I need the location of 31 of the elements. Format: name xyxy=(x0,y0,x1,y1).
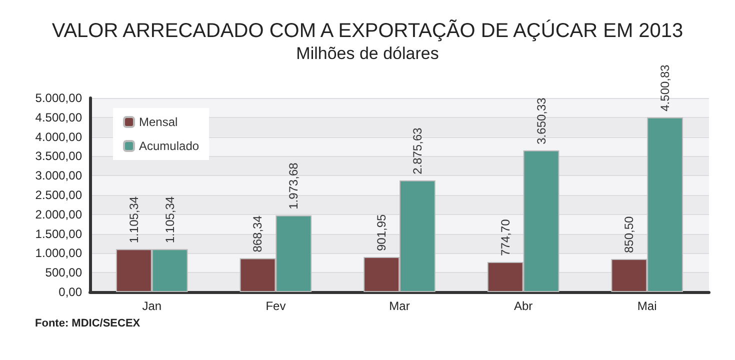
data-label: 774,70 xyxy=(498,218,512,256)
data-label: 901,95 xyxy=(374,214,389,252)
y-tick-label: 2.500,00 xyxy=(35,188,82,202)
y-tick-label: 4.000,00 xyxy=(35,130,82,144)
data-label: 3.650,33 xyxy=(534,97,548,144)
y-tick-label: 1.500,00 xyxy=(35,226,82,241)
y-tick-label: 1.000,00 xyxy=(35,246,82,260)
data-label: 1.105,34 xyxy=(162,196,177,244)
data-label: 850,50 xyxy=(622,216,636,253)
legend-label: Mensal xyxy=(139,115,178,129)
y-tick-label: 2.000,00 xyxy=(35,207,82,222)
y-tick-label: 3.500,00 xyxy=(35,149,82,164)
x-tick-label: Fev xyxy=(266,299,286,313)
y-tick-label: 0,00 xyxy=(58,285,82,299)
data-label: 868,34 xyxy=(250,215,265,252)
data-label: 1.105,34 xyxy=(126,196,141,244)
x-tick-label: Mar xyxy=(389,299,410,313)
data-label: 4.500,83 xyxy=(658,64,672,112)
y-tick-label: 500,00 xyxy=(45,266,82,280)
x-tick-label: Jan xyxy=(142,299,162,313)
chart-title: VALOR ARRECADADO COM A EXPORTAÇÃO DE AÇÚCAR EM 2013 xyxy=(52,19,684,42)
y-tick-label: 3.000,00 xyxy=(35,168,82,183)
source-note: Fonte: MDIC/SECEX xyxy=(35,318,141,330)
x-tick-label: Mai xyxy=(637,299,657,313)
legend-label: Acumulado xyxy=(139,139,200,153)
chart-subtitle: Milhões de dólares xyxy=(296,44,439,63)
data-label: 2.875,63 xyxy=(410,127,424,174)
y-tick-label: 5.000,00 xyxy=(35,91,82,105)
data-label: 1.973,68 xyxy=(286,162,301,210)
y-tick-label: 4.500,00 xyxy=(35,110,82,124)
x-tick-label: Abr xyxy=(514,299,533,313)
